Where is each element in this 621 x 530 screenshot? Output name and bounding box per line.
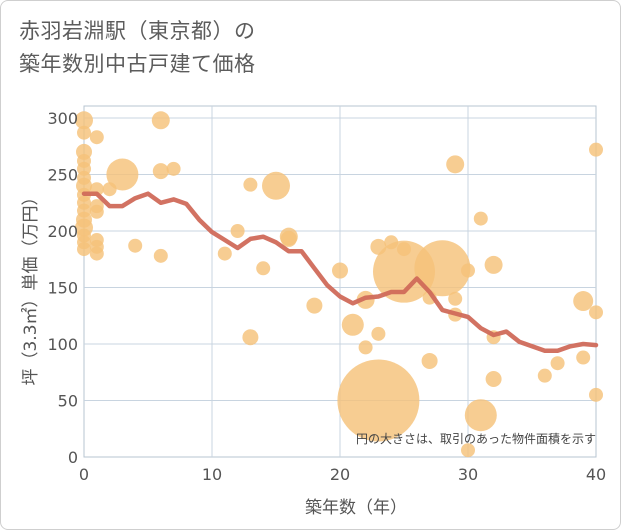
bubble-point xyxy=(77,242,91,257)
bubble-point xyxy=(589,305,603,320)
bubble-point xyxy=(421,352,438,369)
bubble-point xyxy=(77,125,91,140)
bubble-point xyxy=(448,291,463,306)
y-tick-label: 250 xyxy=(47,166,78,185)
bubble-point xyxy=(358,340,373,355)
bubble-size-note: 円の大きさは、取引のあった物件面積を示す xyxy=(356,431,596,446)
bubble-point xyxy=(341,313,364,336)
bubble-point xyxy=(243,177,258,192)
bubble-point xyxy=(262,171,290,200)
average-price-line xyxy=(81,191,599,354)
x-tick-label: 0 xyxy=(79,465,89,484)
y-tick-label: 0 xyxy=(68,448,78,467)
y-tick-label: 50 xyxy=(58,392,78,411)
bubble-point xyxy=(446,155,465,174)
x-tick-label: 30 xyxy=(458,465,478,484)
y-tick-label: 300 xyxy=(47,109,78,128)
bubble-point xyxy=(485,371,502,388)
bubble-point xyxy=(589,142,603,157)
y-tick-label: 100 xyxy=(47,335,78,354)
bubble-point xyxy=(589,387,603,402)
y-tick-label: 200 xyxy=(47,222,78,241)
bubble-point xyxy=(473,211,488,226)
x-axis-title: 築年数（年） xyxy=(305,498,407,518)
bubble-point xyxy=(414,240,471,297)
bubble-point xyxy=(397,242,411,257)
bubble-point xyxy=(461,443,475,458)
bubble-point xyxy=(242,329,259,346)
bubble-point xyxy=(128,238,143,253)
axis-ticks: 0 10 20 30 40 0 50 100 150 200 250 300 xyxy=(47,109,606,484)
bubble-point xyxy=(75,111,93,130)
bubble-point xyxy=(371,326,386,341)
x-tick-label: 10 xyxy=(202,465,222,484)
bubble-point xyxy=(550,356,565,371)
bubble-point xyxy=(166,161,181,176)
bubble-point xyxy=(153,248,168,263)
bubble-point xyxy=(306,297,323,314)
bubble-point xyxy=(217,246,232,261)
bubble-point xyxy=(106,158,139,191)
chart-title: 赤羽岩淵駅（東京都）の 築年数別中古戸建て価格 xyxy=(19,15,256,81)
y-tick-label: 150 xyxy=(47,279,78,298)
trend-line-series xyxy=(81,191,599,354)
x-tick-label: 40 xyxy=(586,465,606,484)
bubble-point xyxy=(573,291,594,312)
bubble-point xyxy=(484,255,503,274)
bubble-point xyxy=(461,263,475,278)
bubble-point xyxy=(152,163,169,180)
bubble-point xyxy=(337,359,420,442)
bubble-point xyxy=(89,204,104,219)
y-axis-title: 坪（3.3㎡）単価（万円） xyxy=(21,188,41,385)
bubble-point xyxy=(537,368,552,383)
x-tick-label: 20 xyxy=(330,465,350,484)
chart-title-line-2: 築年数別中古戸建て価格 xyxy=(19,52,256,76)
bubble-point xyxy=(576,350,591,365)
bubble-point xyxy=(89,130,104,145)
bubble-point xyxy=(280,230,297,247)
bubble-point xyxy=(256,261,271,276)
bubble-point xyxy=(151,111,170,130)
chart-title-line-1: 赤羽岩淵駅（東京都）の xyxy=(19,19,256,43)
bubble-point xyxy=(464,399,497,432)
bubble-point xyxy=(89,246,104,261)
bubble-series xyxy=(75,111,603,458)
bubble-point xyxy=(332,262,348,279)
bubble-point xyxy=(230,224,245,238)
